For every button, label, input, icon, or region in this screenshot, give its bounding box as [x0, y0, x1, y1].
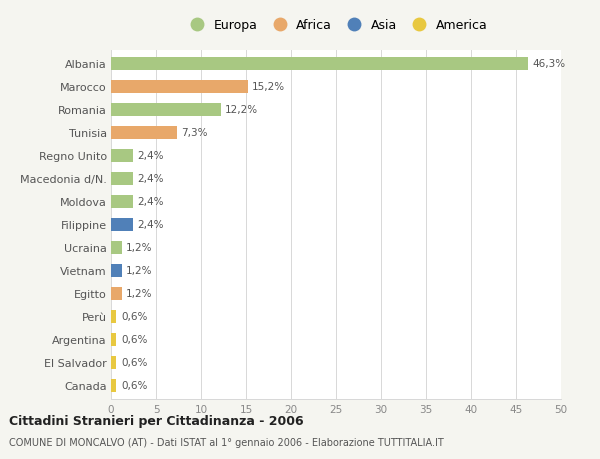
Text: 7,3%: 7,3%	[181, 128, 208, 138]
Text: 2,4%: 2,4%	[137, 151, 164, 161]
Bar	[111, 287, 122, 300]
Bar	[111, 379, 116, 392]
Bar	[111, 196, 133, 208]
Bar	[111, 81, 248, 94]
Bar	[111, 241, 122, 254]
Text: 1,2%: 1,2%	[127, 289, 153, 299]
Bar	[111, 127, 176, 140]
Text: 2,4%: 2,4%	[137, 174, 164, 184]
Bar	[111, 104, 221, 117]
Bar	[111, 173, 133, 185]
Bar	[111, 356, 116, 369]
Text: COMUNE DI MONCALVO (AT) - Dati ISTAT al 1° gennaio 2006 - Elaborazione TUTTITALI: COMUNE DI MONCALVO (AT) - Dati ISTAT al …	[9, 437, 444, 447]
Bar	[111, 264, 122, 277]
Bar	[111, 150, 133, 162]
Text: 15,2%: 15,2%	[252, 82, 286, 92]
Text: 0,6%: 0,6%	[121, 312, 147, 322]
Legend: Europa, Africa, Asia, America: Europa, Africa, Asia, America	[179, 14, 493, 37]
Text: Cittadini Stranieri per Cittadinanza - 2006: Cittadini Stranieri per Cittadinanza - 2…	[9, 414, 304, 428]
Text: 1,2%: 1,2%	[127, 266, 153, 276]
Text: 46,3%: 46,3%	[532, 59, 565, 69]
Text: 12,2%: 12,2%	[226, 105, 259, 115]
Bar	[111, 333, 116, 346]
Text: 2,4%: 2,4%	[137, 220, 164, 230]
Text: 0,6%: 0,6%	[121, 335, 147, 345]
Text: 0,6%: 0,6%	[121, 381, 147, 391]
Bar	[111, 58, 528, 71]
Text: 0,6%: 0,6%	[121, 358, 147, 368]
Text: 2,4%: 2,4%	[137, 197, 164, 207]
Text: 1,2%: 1,2%	[127, 243, 153, 253]
Bar	[111, 310, 116, 323]
Bar	[111, 218, 133, 231]
